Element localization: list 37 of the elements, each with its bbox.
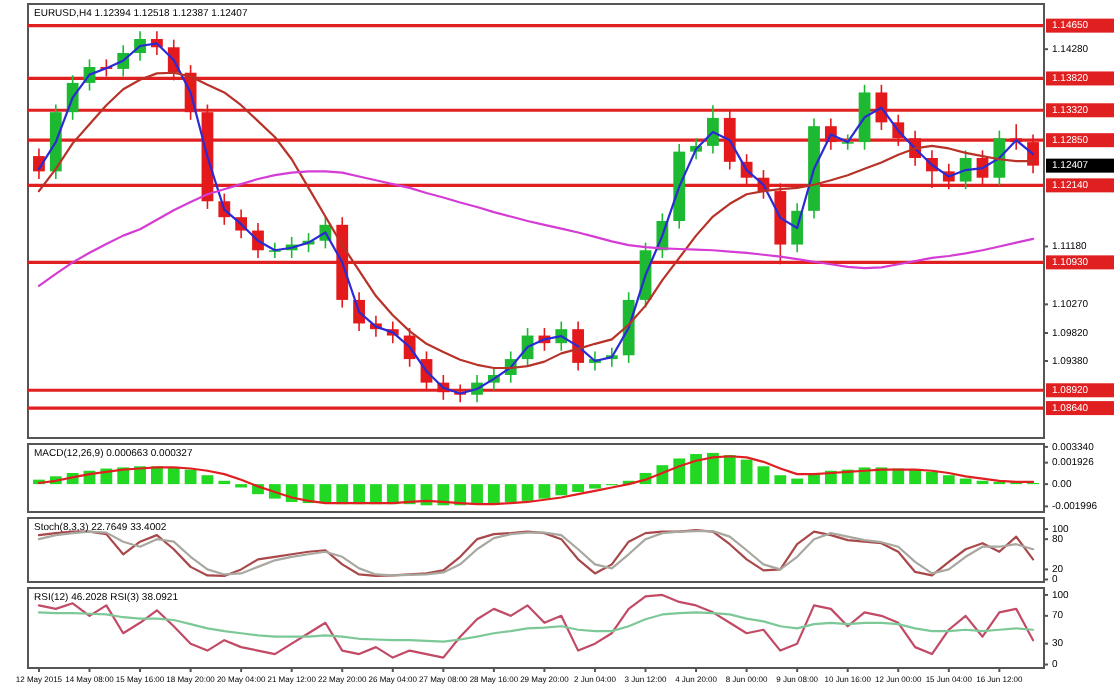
bar <box>942 475 955 485</box>
bar <box>723 455 736 485</box>
bar <box>471 484 483 505</box>
bar <box>707 452 719 485</box>
bar <box>757 466 770 485</box>
bar <box>959 478 972 485</box>
bar <box>774 475 787 485</box>
bar <box>336 484 349 505</box>
candlestick <box>707 104 719 155</box>
line-series <box>37 455 1035 506</box>
line-series <box>37 170 1035 288</box>
candlestick <box>959 149 972 190</box>
bar <box>538 484 551 499</box>
line-series <box>37 593 1035 659</box>
bar <box>673 458 686 485</box>
bar <box>353 484 365 505</box>
bar <box>555 484 568 496</box>
bar <box>909 469 921 485</box>
bar <box>572 484 585 492</box>
bar <box>386 484 399 505</box>
bar <box>403 484 416 505</box>
candlestick <box>993 129 1006 187</box>
bar <box>504 484 517 502</box>
bar <box>201 475 214 485</box>
bar <box>740 459 753 485</box>
bar <box>184 469 197 485</box>
bar <box>926 471 938 485</box>
candlestick <box>841 133 854 151</box>
bar <box>487 484 500 504</box>
bar <box>370 484 382 505</box>
bar <box>521 484 534 501</box>
line-series <box>37 611 1035 643</box>
bar <box>690 454 702 485</box>
bar <box>454 484 467 506</box>
bar <box>319 484 332 504</box>
bar <box>437 484 450 506</box>
bar <box>791 478 804 485</box>
